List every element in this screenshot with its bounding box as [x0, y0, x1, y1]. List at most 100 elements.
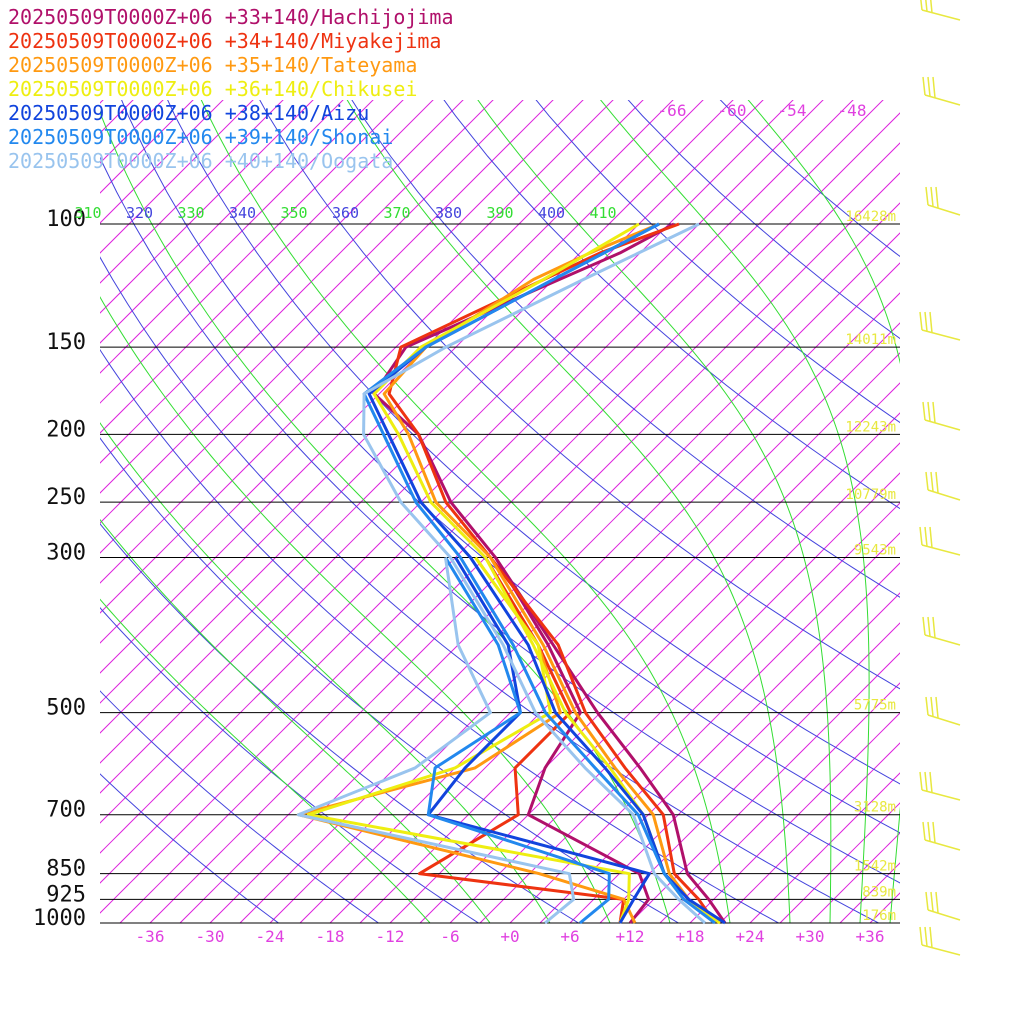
theta-label: 310	[74, 204, 101, 222]
dry-adiabat-line	[100, 256, 879, 923]
temperature-line-aizu	[367, 222, 726, 925]
dewpoint-line-hachijojima	[494, 556, 651, 924]
pressure-label: 150	[46, 330, 86, 355]
moist-adiabat-line	[100, 518, 491, 923]
upper-temperature-label: -48	[838, 101, 867, 120]
isotherm-line	[479, 502, 900, 923]
dry-adiabat-line	[443, 100, 900, 510]
legend-entry: 20250509T0000Z+06 +38+140/Aizu	[8, 101, 369, 125]
temperature-line-hachijojima	[372, 222, 727, 924]
wind-barb	[925, 186, 961, 216]
theta-label: 410	[589, 204, 616, 222]
isotherm-line	[719, 742, 900, 923]
isotherm-line	[509, 532, 900, 923]
legend-entry: 20250509T0000Z+06 +34+140/Miyakejima	[8, 29, 441, 53]
theta-label: 340	[229, 204, 256, 222]
wind-barb	[925, 471, 961, 501]
wind-barb	[919, 526, 961, 556]
temperature-tick-label: -18	[316, 927, 345, 946]
upper-temperature-label: -54	[778, 101, 807, 120]
temperature-tick-label: +12	[616, 927, 645, 946]
wind-barb	[919, 926, 961, 956]
legend: 20250509T0000Z+06 +33+140/Hachijojima202…	[8, 5, 454, 173]
pressure-label: 500	[46, 696, 86, 721]
moist-adiabat-line	[200, 100, 731, 923]
isotherm-line	[899, 922, 900, 923]
temperature-line-shonai	[362, 222, 716, 925]
theta-label: 330	[177, 204, 204, 222]
legend-entry: 20250509T0000Z+06 +36+140/Chikusei	[8, 77, 417, 101]
isotherm-line	[599, 622, 900, 923]
theta-label: 370	[383, 204, 410, 222]
height-label: 176m	[862, 908, 896, 924]
isotherm-line	[539, 562, 900, 923]
dewpoint-line-miyakejima	[417, 556, 626, 924]
height-label: 5775m	[854, 698, 896, 714]
dewpoint-line-oogata	[296, 557, 576, 925]
pressure-label: 300	[46, 541, 86, 566]
temperature-tick-label: -12	[376, 927, 405, 946]
temperature-tick-label: +30	[796, 927, 825, 946]
isotherm-line	[809, 832, 900, 923]
upper-temperature-label: -60	[718, 101, 747, 120]
isotherm-line	[869, 892, 900, 923]
moist-adiabat-line	[600, 100, 870, 923]
wind-barb	[920, 0, 961, 21]
dry-adiabat-line	[259, 100, 900, 690]
isotherm-line	[629, 652, 900, 923]
moist-adiabat-line	[477, 100, 832, 923]
pressure-label: 1000	[33, 906, 86, 931]
isotherm-line	[960, 0, 1024, 923]
height-label: 14011m	[845, 332, 896, 348]
theta-label: 390	[486, 204, 513, 222]
moist-adiabat-line	[747, 100, 900, 923]
height-label: 1542m	[854, 859, 896, 875]
isotherm-line	[569, 592, 900, 923]
wind-barb	[919, 311, 961, 341]
moist-adiabat-line	[100, 296, 611, 923]
isotherm-line	[930, 0, 1024, 923]
temperature-tick-label: -24	[256, 927, 285, 946]
isotherm-line	[749, 772, 900, 923]
height-label: 9543m	[854, 543, 896, 559]
temperature-line-miyakejima	[387, 222, 717, 924]
legend-entry: 20250509T0000Z+06 +39+140/Shonai	[8, 125, 393, 149]
height-label: 12243m	[845, 419, 896, 435]
dry-adiabat-line	[351, 100, 900, 598]
temperature-tick-label: -6	[440, 927, 459, 946]
theta-label: 400	[538, 204, 565, 222]
temperature-tick-label: +18	[676, 927, 705, 946]
theta-label: 360	[332, 204, 359, 222]
chart-labels: 100 16428m 150 14011m 200 12243m 250 10779m 300 9…	[33, 101, 896, 946]
dry-adiabat-line	[627, 100, 900, 340]
dewpoint-line-tateyama	[296, 556, 637, 924]
isotherm-line	[449, 472, 900, 923]
pressure-label: 850	[46, 857, 86, 882]
isotherm-line	[419, 442, 900, 923]
dry-adiabat-line	[100, 156, 900, 884]
pressure-label: 200	[46, 417, 86, 442]
isotherm-line	[779, 802, 900, 923]
wind-barbs	[919, 0, 961, 956]
wind-barb	[922, 76, 961, 106]
temperature-line-chikusei	[372, 222, 721, 925]
legend-entry: 20250509T0000Z+06 +33+140/Hachijojima	[8, 5, 454, 29]
legend-entry: 20250509T0000Z+06 +40+140/Oogata	[8, 149, 393, 173]
theta-label: 320	[126, 204, 153, 222]
wind-barb	[922, 401, 961, 431]
legend-entry: 20250509T0000Z+06 +35+140/Tateyama	[8, 53, 417, 77]
temperature-tick-label: +24	[736, 927, 765, 946]
temperature-tick-label: +6	[560, 927, 579, 946]
dry-adiabat-line	[167, 100, 900, 785]
upper-temperature-label: -66	[658, 101, 687, 120]
theta-label: 380	[435, 204, 462, 222]
dry-adiabat-line	[100, 690, 379, 923]
wind-barb	[925, 696, 961, 726]
temperature-tick-label: -30	[196, 927, 225, 946]
isotherm-line	[689, 712, 900, 923]
dry-adiabat-line	[100, 437, 679, 923]
temperature-line-tateyama	[382, 222, 717, 925]
height-label: 839m	[862, 884, 896, 900]
pressure-label: 925	[46, 882, 86, 907]
